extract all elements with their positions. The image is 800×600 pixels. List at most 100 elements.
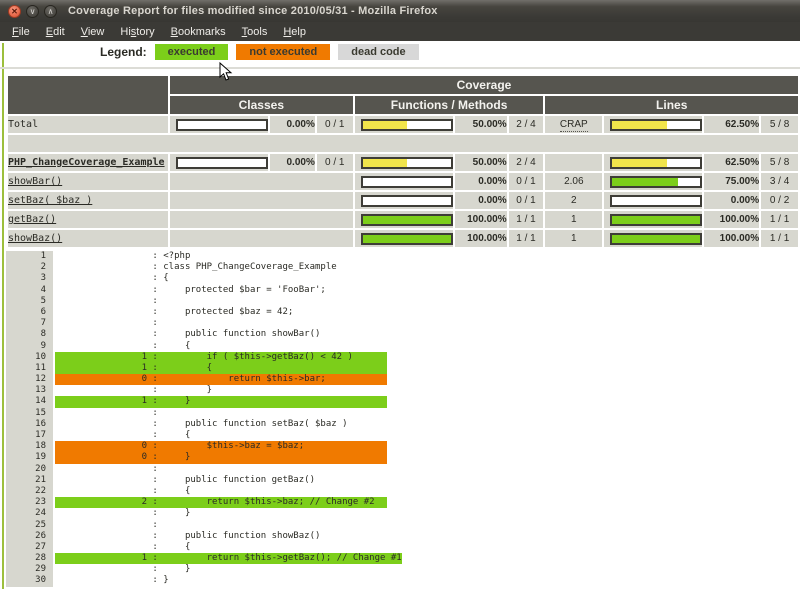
line-number: 24	[6, 508, 53, 520]
execution-count: 0	[141, 374, 147, 385]
functions-bar-cell	[354, 211, 453, 228]
functions-percent: 50.00%	[454, 154, 507, 171]
code-line: 18 0 : $this->baz = $baz;	[6, 441, 402, 453]
line-number: 11	[6, 362, 53, 375]
lines-percent: 100.00%	[704, 211, 760, 228]
line-number: 28	[6, 553, 53, 565]
code-text: {	[163, 362, 213, 373]
code-line: 9 : {	[6, 340, 402, 352]
window-controls: ✕ ∨ ∧	[8, 4, 57, 18]
code-text: {	[163, 541, 191, 552]
line-number: 17	[6, 430, 53, 442]
plain-line: : class PHP_ChangeCoverage_Example	[147, 262, 337, 273]
code-line: 3 : {	[6, 273, 402, 285]
code-text: $this->baz = $baz;	[163, 441, 305, 452]
menu-help[interactable]: Help	[283, 25, 306, 38]
code-text: if ( $this->getBaz() < 42 )	[163, 351, 353, 362]
classes-ratio: 0 / 1	[316, 116, 353, 133]
plain-line: : <?php	[147, 251, 191, 261]
code-line: 15 :	[6, 407, 402, 419]
coverage-row: getBaz() 100.00% 1 / 1 1 100.00% 1 / 1	[8, 211, 798, 228]
close-button[interactable]: ✕	[8, 4, 21, 18]
mouse-cursor	[219, 62, 233, 81]
code-line: 28 1 : return $this->getBaz(); // Change …	[6, 553, 402, 565]
menu-history[interactable]: History	[120, 25, 155, 38]
code-line: 8 : public function showBar()	[6, 329, 402, 341]
coverage-link[interactable]: setBaz( $baz )	[8, 195, 93, 206]
executed-line: 1 : return $this->getBaz(); // Change #1	[55, 553, 402, 565]
code-text: }	[163, 385, 213, 396]
functions-bar-cell	[354, 192, 453, 209]
code-line: 20 :	[6, 463, 402, 475]
minimize-button[interactable]: ∨	[26, 4, 39, 18]
plain-line: : {	[147, 340, 191, 351]
line-number: 1	[6, 251, 53, 263]
code-line: 30 : }	[6, 575, 402, 587]
code-line: 13 : }	[6, 385, 402, 397]
line-number: 26	[6, 530, 53, 542]
line-number: 30	[6, 575, 53, 587]
coverage-row: showBaz() 100.00% 1 / 1 1 100.00% 1 / 1	[8, 230, 798, 247]
code-line: 22 : {	[6, 485, 402, 498]
functions-percent: 50.00%	[454, 116, 507, 133]
separator-row	[8, 135, 798, 152]
functions-bar-cell	[354, 173, 453, 190]
executed-line: 1 : if ( $this->getBaz() < 42 )	[55, 351, 387, 363]
legend-swatch-dead: dead code	[338, 44, 419, 60]
plain-line: : }	[147, 564, 191, 575]
plain-line: : protected $baz = 42;	[147, 306, 294, 317]
functions-progress-bar	[360, 156, 453, 169]
menu-bookmarks[interactable]: Bookmarks	[170, 25, 226, 38]
classes-progress-bar	[175, 118, 268, 131]
lines-progress-bar	[610, 175, 703, 188]
menu-view[interactable]: View	[80, 25, 105, 38]
coverage-link[interactable]: showBaz()	[8, 233, 63, 244]
line-number: 20	[6, 463, 53, 475]
plain-line: :	[147, 519, 164, 530]
code-text: {	[163, 273, 169, 284]
lines-progress-bar	[610, 213, 703, 226]
classes-empty-cell	[169, 173, 353, 190]
execution-count: 2	[141, 497, 147, 508]
code-text: class PHP_ChangeCoverage_Example	[163, 262, 337, 273]
code-line: 19 0 : }	[6, 452, 402, 464]
item-name-cell: showBar()	[8, 173, 168, 190]
lines-bar-cell	[604, 116, 703, 133]
coverage-link[interactable]: PHP_ChangeCoverage_Example	[8, 157, 165, 168]
functions-progress-bar	[360, 118, 453, 131]
code-line: 24 : }	[6, 508, 402, 520]
menu-edit[interactable]: Edit	[45, 25, 65, 38]
coverage-table: Coverage Classes Functions / Methods Lin…	[6, 74, 800, 249]
lines-progress-bar	[610, 232, 703, 245]
code-line: 21 : public function getBaz()	[6, 474, 402, 486]
coverage-row: Total 0.00% 0 / 1 50.00% 2 / 4 CRAP 62.50% 5 / …	[8, 116, 798, 133]
code-line: 23 2 : return $this->baz; // Change #2	[6, 497, 402, 509]
line-number: 9	[6, 340, 53, 352]
functions-bar-cell	[354, 154, 453, 171]
coverage-link[interactable]: getBaz()	[8, 214, 57, 225]
code-line: 16 : public function setBaz( $baz )	[6, 418, 402, 430]
coverage-group-header: Coverage	[169, 76, 798, 94]
lines-bar-cell	[604, 154, 703, 171]
code-line: 14 1 : }	[6, 396, 402, 408]
maximize-button[interactable]: ∧	[44, 4, 57, 18]
code-text: public function setBaz( $baz )	[163, 418, 348, 429]
line-number: 15	[6, 407, 53, 419]
legend-swatch-not-executed: not executed	[236, 44, 331, 60]
functions-bar-cell	[354, 230, 453, 247]
code-text: }	[163, 396, 191, 407]
line-number: 18	[6, 441, 53, 453]
source-listing: 1 : <?php 2 : class PHP_ChangeCoverage_Ex…	[6, 251, 402, 587]
line-number: 12	[6, 374, 53, 386]
lines-ratio: 5 / 8	[761, 154, 798, 171]
functions-percent: 0.00%	[454, 173, 507, 190]
menu-tools[interactable]: Tools	[241, 25, 268, 38]
coverage-link[interactable]: showBar()	[8, 176, 63, 187]
item-name-cell: setBaz( $baz )	[8, 192, 168, 209]
code-text: }	[163, 508, 191, 519]
line-number: 25	[6, 519, 53, 531]
menu-file[interactable]: File	[12, 25, 30, 38]
lines-percent: 62.50%	[704, 116, 760, 133]
classes-bar-cell	[169, 154, 268, 171]
plain-line: : }	[147, 508, 191, 519]
